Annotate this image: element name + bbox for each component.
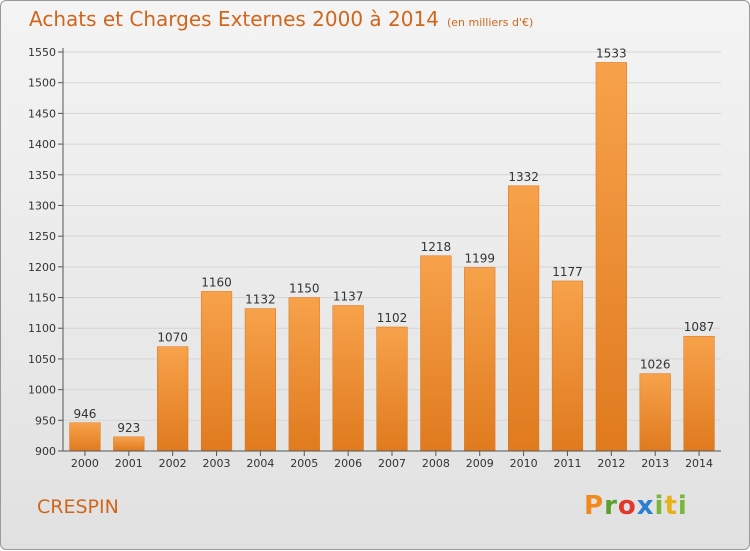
y-tick-label: 900 — [35, 445, 56, 458]
bar-2008 — [420, 255, 452, 452]
proxiti-logo: Proxiti — [584, 491, 688, 521]
bar-2006 — [332, 305, 364, 452]
x-tick-label: 2000 — [71, 457, 99, 470]
x-tick-label: 2012 — [597, 457, 625, 470]
axes: 900 950 1000 1050 1100 1150 1200 1250 1300 1350 14… — [28, 46, 721, 470]
x-tick-label: 2001 — [115, 457, 143, 470]
bar-2004 — [244, 308, 277, 452]
x-tick-label: 2006 — [334, 457, 362, 470]
bar-value-label: 1199 — [464, 251, 495, 265]
city-name: CRESPIN — [37, 496, 119, 518]
y-tick-label: 1400 — [28, 138, 56, 151]
y-tick-label: 1250 — [28, 230, 56, 243]
y-tick-label: 1550 — [28, 46, 56, 59]
bar-2005 — [288, 297, 320, 452]
y-tick-label: 1100 — [28, 322, 56, 335]
x-tick-label: 2010 — [510, 457, 538, 470]
x-tick-label: 2003 — [203, 457, 231, 470]
y-tick-label: 1000 — [28, 384, 56, 397]
bar-value-label: 923 — [117, 421, 140, 435]
bar-value-label: 1160 — [201, 275, 232, 289]
bar-2013 — [639, 373, 671, 452]
bars: 946 923 1070 1160 1132 1150 1137 1102 1218 1199 13… — [69, 46, 715, 452]
x-tick-label: 2011 — [553, 457, 581, 470]
y-tick-label: 1300 — [28, 199, 56, 212]
bar-value-label: 946 — [73, 407, 96, 421]
bar-2001 — [113, 436, 145, 452]
bar-2011 — [551, 280, 584, 452]
x-tick-label: 2007 — [378, 457, 406, 470]
bar-value-label: 1102 — [377, 311, 408, 325]
unit-label: (en milliers d'€) — [446, 16, 534, 29]
bar-2009 — [464, 267, 496, 452]
bar-value-label: 1137 — [333, 290, 364, 304]
bar-2010 — [507, 185, 540, 452]
x-tick-label: 2008 — [422, 457, 450, 470]
bar-2000 — [69, 422, 101, 452]
bar-value-label: 1026 — [640, 358, 671, 372]
bar-2002 — [157, 346, 189, 452]
y-tick-label: 1050 — [28, 353, 56, 366]
y-tick-label: 1200 — [28, 261, 56, 274]
bar-value-label: 1218 — [421, 240, 452, 254]
x-tick-label: 2004 — [246, 457, 274, 470]
y-tick-label: 1500 — [28, 77, 56, 90]
bar-2007 — [376, 326, 408, 452]
x-tick-label: 2014 — [685, 457, 713, 470]
bar-value-label: 1070 — [157, 331, 188, 345]
y-tick-label: 1450 — [28, 107, 56, 120]
y-tick-label: 950 — [35, 414, 56, 427]
bar-value-label: 1332 — [508, 170, 539, 184]
x-tick-label: 2009 — [466, 457, 494, 470]
bar-2012 — [595, 62, 627, 452]
x-tick-label: 2005 — [290, 457, 318, 470]
bar-2014 — [683, 335, 715, 452]
bar-value-label: 1132 — [245, 293, 276, 307]
y-tick-label: 1150 — [28, 292, 56, 305]
chart-title: Achats et Charges Externes 2000 à 2014 — [29, 7, 439, 31]
x-tick-label: 2002 — [159, 457, 187, 470]
y-tick-label: 1350 — [28, 169, 56, 182]
bar-value-label: 1150 — [289, 282, 320, 296]
x-tick-label: 2013 — [641, 457, 669, 470]
bar-value-label: 1087 — [684, 320, 715, 334]
chart-title-block: Achats et Charges Externes 2000 à 2014 (e… — [29, 7, 533, 31]
bar-value-label: 1533 — [596, 46, 627, 60]
bar-value-label: 1177 — [552, 265, 583, 279]
bar-2003 — [200, 291, 233, 452]
